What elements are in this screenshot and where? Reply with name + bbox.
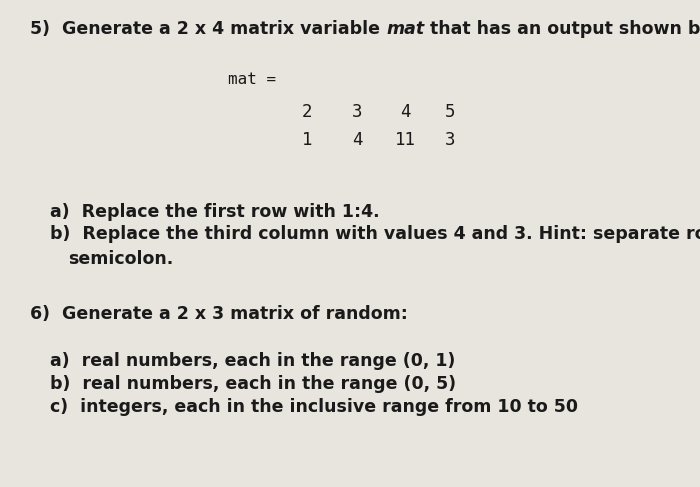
Text: 3: 3 — [352, 103, 363, 121]
Text: 4: 4 — [352, 131, 363, 149]
Text: 5)  Generate a 2 x 4 matrix variable: 5) Generate a 2 x 4 matrix variable — [30, 20, 386, 38]
Text: a)  real numbers, each in the range (0, 1): a) real numbers, each in the range (0, 1… — [50, 352, 456, 370]
Text: a)  Replace the first row with 1:4.: a) Replace the first row with 1:4. — [50, 203, 379, 221]
Text: semicolon.: semicolon. — [68, 250, 174, 268]
Text: 1: 1 — [302, 131, 312, 149]
Text: b)  real numbers, each in the range (0, 5): b) real numbers, each in the range (0, 5… — [50, 375, 456, 393]
Text: b)  Replace the third column with values 4 and 3. Hint: separate rows with a: b) Replace the third column with values … — [50, 225, 700, 243]
Text: 3: 3 — [445, 131, 456, 149]
Text: c)  integers, each in the inclusive range from 10 to 50: c) integers, each in the inclusive range… — [50, 398, 578, 416]
Text: mat: mat — [386, 20, 424, 38]
Text: mat =: mat = — [228, 72, 276, 87]
Text: 4: 4 — [400, 103, 410, 121]
Text: 2: 2 — [302, 103, 312, 121]
Text: 6)  Generate a 2 x 3 matrix of random:: 6) Generate a 2 x 3 matrix of random: — [30, 305, 408, 323]
Text: that has an output shown below.: that has an output shown below. — [424, 20, 700, 38]
Text: 5: 5 — [445, 103, 456, 121]
Text: 11: 11 — [395, 131, 416, 149]
